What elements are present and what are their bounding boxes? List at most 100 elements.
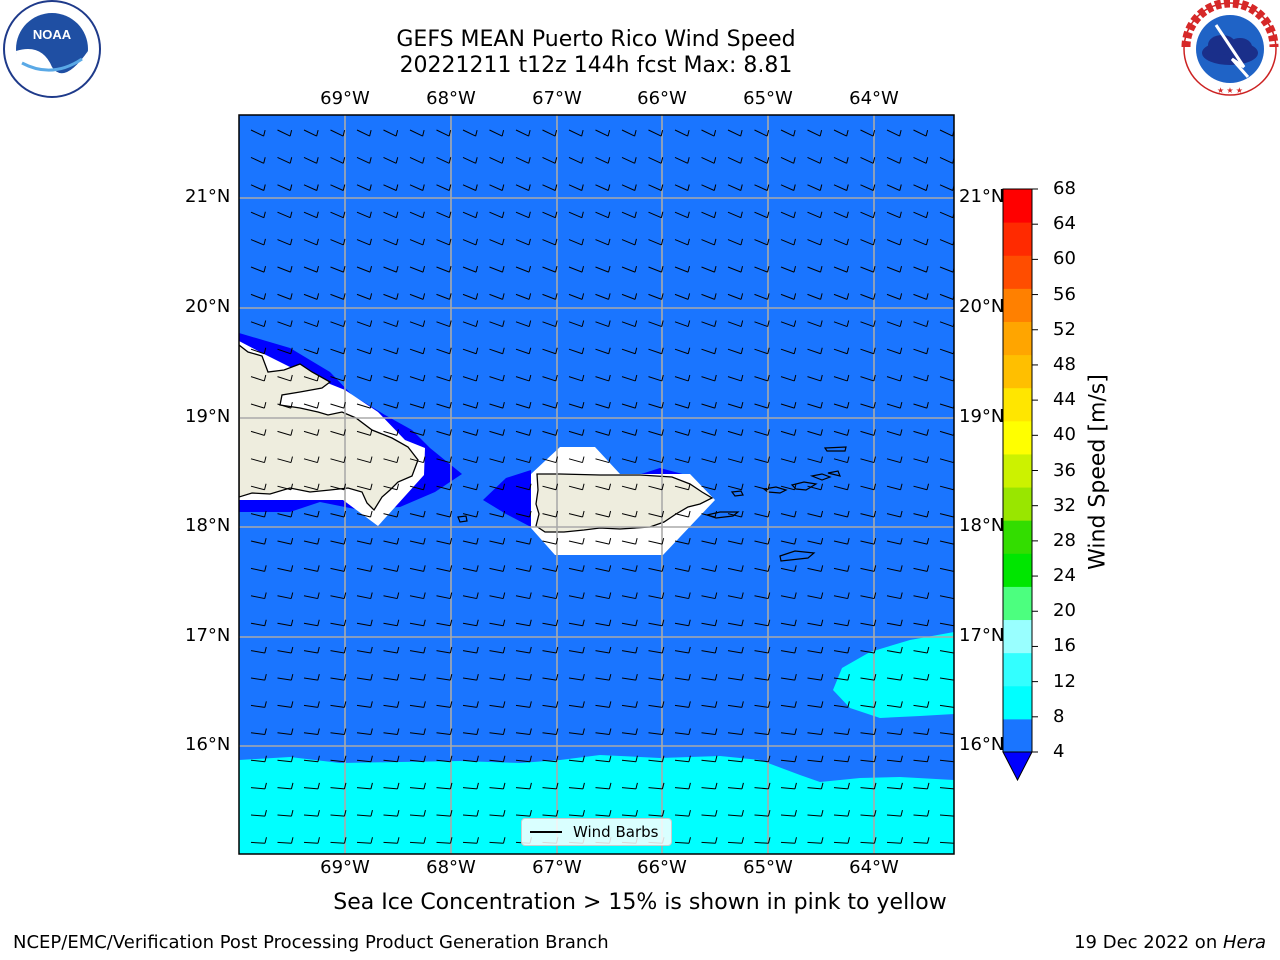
wind-barb-flag [688,592,691,599]
wind-barb-staff [807,759,822,763]
wind-barb-flag [582,538,585,545]
wind-barb-staff [515,184,529,191]
wind-barb-staff [913,814,928,817]
wind-barb-flag [900,483,903,490]
wind-barb-flag [926,755,930,762]
wind-below-4-mona [483,470,531,527]
island-culebra [730,490,744,497]
wind-barb-flag [449,674,453,681]
wind-barb-flag [873,538,877,545]
wind-barb-flag [369,293,373,300]
wind-barb-staff [886,677,901,681]
wind-barb-staff [701,677,716,681]
wind-barb-staff [436,595,451,600]
wind-barb-flag [316,402,320,409]
wind-barb-staff [913,184,927,191]
wind-barb-flag [687,211,690,218]
wind-barb-flag [396,728,400,735]
wind-barb-flag [555,782,559,790]
wind-barb-flag [396,782,400,790]
wind-barb-staff [913,266,927,273]
wind-barb-flag [820,266,823,273]
wind-barb-flag [608,510,612,518]
wind-barb-flag [766,211,770,218]
wind-barb-flag [899,129,902,137]
wind-barb-flag [317,755,320,762]
wind-barb-staff [674,184,688,191]
wind-barb-staff [515,650,530,654]
wind-barb-flag [343,456,346,463]
wind-barb-flag [661,701,665,708]
wind-barb-flag [290,266,293,273]
wind-barb-staff [674,704,689,708]
wind-barb-staff [727,814,742,817]
wind-barb-staff [886,540,901,545]
wind-barb-staff [250,677,265,681]
footer-date: 19 Dec 2022 on Hera [1074,932,1266,953]
wind-barb-flag [475,429,479,436]
wind-barb-flag [264,674,267,681]
wind-barb-staff [886,129,900,137]
wind-barb-flag [847,565,850,572]
wind-barb-flag [476,809,479,817]
wind-barb-staff [727,841,743,844]
wind-barb-flag [343,728,347,735]
wind-barb-staff [886,239,901,246]
wind-barb-flag [263,184,266,191]
wind-barb-staff [330,677,345,681]
wind-barb-staff [303,622,318,627]
wind-barb-staff [330,211,344,219]
wind-barb-staff [409,622,424,627]
wind-barb-flag [448,211,452,218]
wind-barb-staff [754,458,769,464]
wind-barb-flag [634,211,637,218]
wind-barb-staff [701,239,715,246]
wind-barb-flag [873,456,876,463]
wind-barb-staff [780,732,795,736]
wind-barb-flag [714,374,717,382]
wind-barb-flag [741,538,744,545]
wind-barb-flag [766,184,770,191]
wind-barb-flag [793,374,797,382]
wind-barb-staff [462,211,477,219]
wind-barb-flag [265,864,267,870]
wind-barb-flag [634,429,638,436]
wind-barb-staff [939,540,954,545]
wind-barb-staff [568,787,583,790]
wind-barb-staff [489,376,503,382]
wind-barb-staff [409,567,424,572]
wind-barb-flag [396,456,399,463]
wind-barb-flag [714,347,717,354]
wind-barb-staff [303,567,318,572]
wind-barb-staff [515,567,530,572]
wind-barb-staff [515,156,529,164]
wind-barb-staff [409,403,424,409]
wind-barb-staff [542,704,557,708]
wind-barb-staff [277,622,292,627]
wind-barb-flag [449,483,453,490]
colorbar-bin [1003,685,1032,720]
wind-barb-staff [807,567,822,572]
wind-barb-staff [595,677,610,681]
wind-barb-flag [581,266,585,273]
wind-barb-flag [926,728,930,735]
wind-barb-staff [462,184,476,191]
wind-barb-flag [581,129,584,137]
island-mona [457,515,468,523]
wind-barb-flag [714,809,718,817]
wind-barb-flag [502,293,505,300]
wind-barb-staff [383,321,397,328]
wind-barb-staff [330,403,345,409]
wind-barb-staff [489,567,504,572]
wind-barb-flag [820,674,824,681]
lon-label-bottom: 67°W [532,857,582,878]
wind-barb-staff [621,595,636,600]
wind-barb-flag [502,510,506,518]
wind-barb-flag [820,483,824,490]
wind-barb-flag [396,429,399,436]
wind-barb-staff [462,156,476,164]
wind-barb-flag [555,701,559,708]
wind-barb-staff [489,184,503,191]
wind-barb-flag [502,728,506,735]
wind-barb-staff [515,458,530,464]
